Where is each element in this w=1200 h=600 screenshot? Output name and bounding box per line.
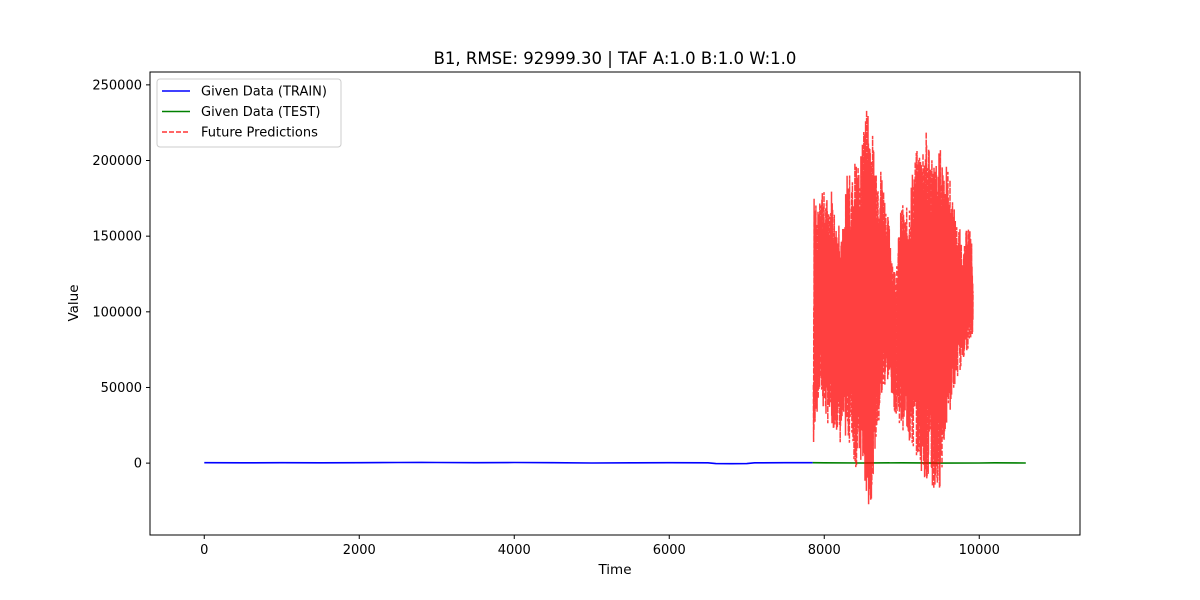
- x-tick-label: 6000: [653, 543, 686, 558]
- y-tick-label: 250000: [92, 78, 142, 93]
- legend-label: Given Data (TRAIN): [201, 85, 327, 100]
- y-tick-label: 0: [134, 457, 142, 472]
- x-tick-label: 8000: [808, 543, 841, 558]
- x-axis: 0 2000 4000 6000 8000 10000: [200, 535, 1000, 558]
- y-tick-label: 200000: [92, 154, 142, 169]
- x-tick-label: 4000: [498, 543, 531, 558]
- legend-box: [156, 78, 342, 148]
- y-tick-label: 150000: [92, 230, 142, 245]
- legend: Given Data (TRAIN) Given Data (TEST) Futur…: [156, 78, 342, 148]
- x-tick-label: 2000: [343, 543, 376, 558]
- x-tick-label: 10000: [959, 543, 1000, 558]
- x-axis-label: Time: [597, 562, 631, 578]
- y-axis-label: Value: [66, 284, 82, 321]
- legend-label: Future Predictions: [201, 126, 318, 141]
- plot-area-frame: [149, 71, 1081, 536]
- y-tick-label: 50000: [101, 381, 142, 396]
- x-tick-label: 0: [200, 543, 208, 558]
- chart-title: B1, RMSE: 92999.30 | TAF A:1.0 B:1.0 W:1…: [434, 49, 797, 68]
- y-axis: 0 50000 100000 150000 200000 250000: [92, 78, 150, 472]
- y-tick-label: 100000: [92, 305, 142, 320]
- series-predictions-line: [812, 110, 974, 505]
- series-train-line: [204, 461, 813, 465]
- legend-label: Given Data (TEST): [201, 105, 320, 120]
